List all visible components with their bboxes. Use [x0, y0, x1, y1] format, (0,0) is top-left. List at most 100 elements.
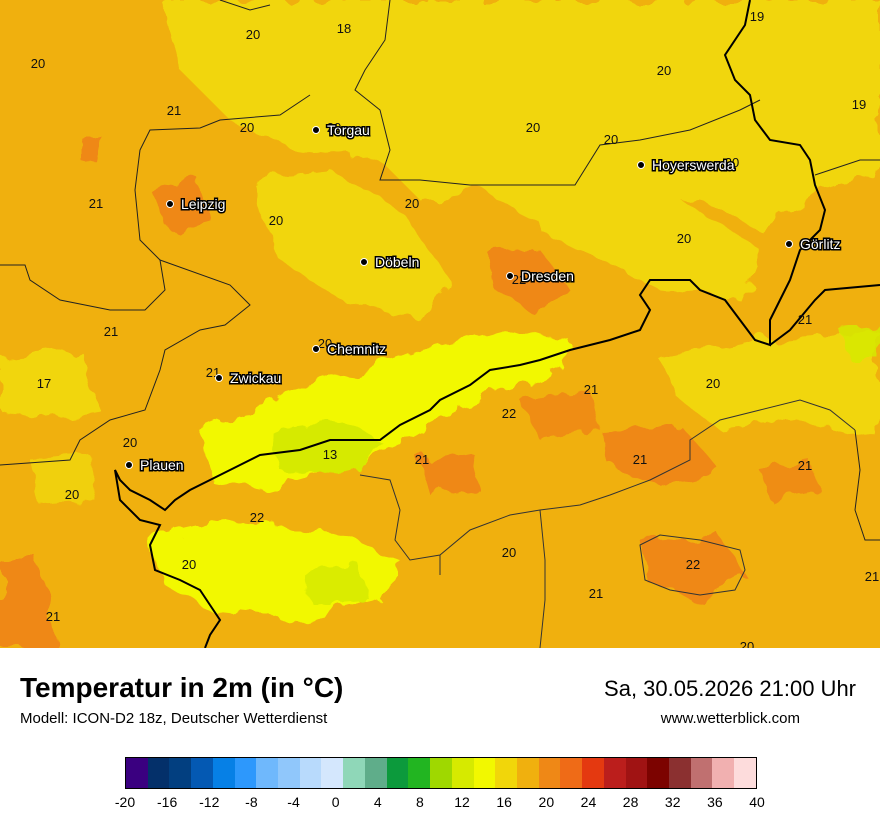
- temperature-label: 21: [104, 324, 118, 339]
- model-source: Modell: ICON-D2 18z, Deutscher Wetterdie…: [20, 710, 328, 727]
- city-label: Döbeln: [375, 254, 419, 270]
- temperature-label: 20: [65, 487, 79, 502]
- scale-tick-label: 36: [707, 794, 723, 810]
- temperature-label: 20: [657, 63, 671, 78]
- temperature-label: 20: [318, 336, 332, 351]
- scale-swatch: [126, 758, 148, 788]
- scale-swatch: [430, 758, 452, 788]
- scale-swatch: [582, 758, 604, 788]
- city-chemnitz: Chemnitz: [312, 340, 388, 359]
- temperature-label: 20: [269, 213, 283, 228]
- scale-tick-label: 40: [749, 794, 765, 810]
- temperature-label: 21: [865, 569, 879, 584]
- scale-swatch: [234, 758, 257, 788]
- scale-swatch: [516, 758, 539, 788]
- scale-tick-label: -16: [157, 794, 178, 810]
- scale-swatch: [647, 758, 669, 788]
- scale-swatch: [625, 758, 648, 788]
- scale-swatch: [321, 758, 344, 788]
- temperature-label: 20: [246, 27, 260, 42]
- city-label: Torgau: [327, 122, 370, 138]
- scale-swatch: [212, 758, 235, 788]
- temperature-label: 20: [502, 545, 516, 560]
- temperature-label: 22: [250, 510, 264, 525]
- scale-swatch: [690, 758, 713, 788]
- city-hoyerswerda: Hoyerswerda: [637, 156, 736, 175]
- city-plauen: Plauen: [125, 456, 185, 475]
- city-dot: [312, 345, 320, 353]
- temperature-value-labels: 19 20 18 20 20 19 21 20 20 20 20 20 21 20 20 20 22 21 21 20…: [31, 9, 879, 648]
- country-borders: [114, 0, 880, 648]
- temperature-label: 13: [323, 447, 337, 462]
- temperature-label: 21: [167, 103, 181, 118]
- city-dot: [785, 240, 793, 248]
- scale-swatch: [495, 758, 517, 788]
- scale-tick-label: 28: [622, 794, 639, 810]
- state-borders: [0, 0, 880, 541]
- city-zwickau: Zwickau: [215, 369, 283, 388]
- valid-datetime: Sa, 30.05.2026 21:00 Uhr: [604, 676, 856, 701]
- city-dot: [360, 258, 368, 266]
- temperature-label: 18: [337, 21, 351, 36]
- temperature-label: 19: [852, 97, 866, 112]
- temperature-label: 21: [415, 452, 429, 467]
- scale-tick-label: -8: [245, 794, 258, 810]
- scale-tick-label: 32: [664, 794, 681, 810]
- city-label: Plauen: [140, 457, 184, 473]
- scale-swatch: [473, 758, 496, 788]
- temperature-label: 21: [584, 382, 598, 397]
- scale-swatch: [734, 758, 756, 788]
- map-title: Temperatur in 2m (in °C): [20, 672, 344, 703]
- scale-swatch: [560, 758, 583, 788]
- city-dot: [166, 200, 174, 208]
- temperature-field: [0, 0, 880, 648]
- scale-swatch: [408, 758, 431, 788]
- temperature-label: 20: [240, 120, 254, 135]
- city-dot: [637, 161, 645, 169]
- city-dot: [215, 374, 223, 382]
- scale-swatch: [191, 758, 213, 788]
- temperature-label: 20: [604, 132, 618, 147]
- website-link[interactable]: www.wetterblick.com: [660, 710, 800, 727]
- scale-swatch: [169, 758, 192, 788]
- city-label: Dresden: [521, 268, 574, 284]
- city-markers: Torgau Hoyerswerda Leipzig Görlitz Döbeln Dre…: [125, 121, 842, 475]
- city-label: Görlitz: [800, 236, 840, 252]
- temperature-speckles: [30, 325, 880, 605]
- scale-swatch: [299, 758, 322, 788]
- scale-tick-label: 4: [373, 794, 382, 810]
- city-torgau: Torgau: [312, 121, 371, 140]
- city-dot: [125, 461, 133, 469]
- temperature-label: 17: [37, 376, 51, 391]
- city-döbeln: Döbeln: [360, 253, 421, 272]
- scale-swatch: [256, 758, 279, 788]
- temperature-label: 20: [123, 435, 137, 450]
- czech-region-borders: [359, 399, 856, 648]
- temperature-label: 21: [798, 312, 812, 327]
- temperature-label: 22: [502, 406, 516, 421]
- city-dot: [506, 272, 514, 280]
- temperature-label: 21: [633, 452, 647, 467]
- temperature-label: 19: [750, 9, 764, 24]
- temperature-label: 20: [182, 557, 196, 572]
- temperature-label: 21: [89, 196, 103, 211]
- temperature-label: 20: [31, 56, 45, 71]
- temperature-label: 22: [512, 272, 526, 287]
- color-scale-ticks: -20 -16 -12 -8 -4 0 4 8 12 16 20 24 28 32 36 40: [115, 794, 765, 814]
- scale-tick-label: 20: [538, 794, 555, 810]
- scale-swatch: [386, 758, 409, 788]
- scale-swatch: [603, 758, 626, 788]
- map-footer: Temperatur in 2m (in °C) Modell: ICON-D2…: [0, 648, 880, 830]
- temperature-map: 19 20 18 20 20 19 21 20 20 20 20 20 21 20 20 20 22 21 21 20…: [0, 0, 880, 648]
- temperature-label: 20: [706, 376, 720, 391]
- city-görlitz: Görlitz: [785, 235, 842, 254]
- city-label: Leipzig: [181, 196, 225, 212]
- scale-tick-label: -12: [199, 794, 220, 810]
- scale-tick-label: -4: [287, 794, 300, 810]
- scale-tick-label: 0: [331, 794, 340, 810]
- city-label: Hoyerswerda: [652, 157, 735, 173]
- scale-swatch: [451, 758, 474, 788]
- scale-swatch: [343, 758, 365, 788]
- city-dot: [312, 126, 320, 134]
- scale-swatch: [364, 758, 387, 788]
